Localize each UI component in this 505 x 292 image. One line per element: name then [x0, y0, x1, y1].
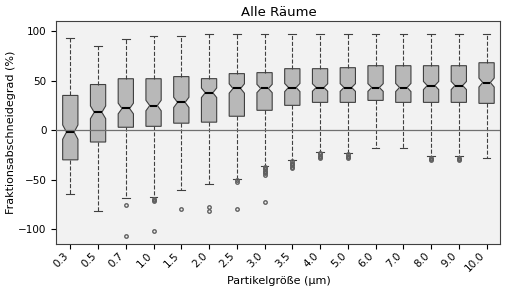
- PathPatch shape: [90, 84, 106, 142]
- PathPatch shape: [118, 79, 133, 127]
- PathPatch shape: [284, 69, 299, 105]
- X-axis label: Partikelgröße (μm): Partikelgröße (μm): [226, 277, 330, 286]
- PathPatch shape: [312, 69, 327, 102]
- PathPatch shape: [450, 66, 466, 102]
- PathPatch shape: [339, 68, 355, 102]
- PathPatch shape: [423, 66, 438, 102]
- PathPatch shape: [63, 95, 78, 160]
- PathPatch shape: [229, 74, 244, 116]
- Title: Alle Räume: Alle Räume: [240, 6, 316, 19]
- PathPatch shape: [367, 66, 382, 100]
- PathPatch shape: [201, 79, 216, 122]
- Y-axis label: Fraktionsabschneidegrad (%): Fraktionsabschneidegrad (%): [6, 51, 16, 214]
- PathPatch shape: [478, 63, 493, 103]
- PathPatch shape: [395, 66, 410, 102]
- PathPatch shape: [173, 77, 188, 123]
- PathPatch shape: [145, 79, 161, 126]
- PathPatch shape: [257, 73, 272, 110]
